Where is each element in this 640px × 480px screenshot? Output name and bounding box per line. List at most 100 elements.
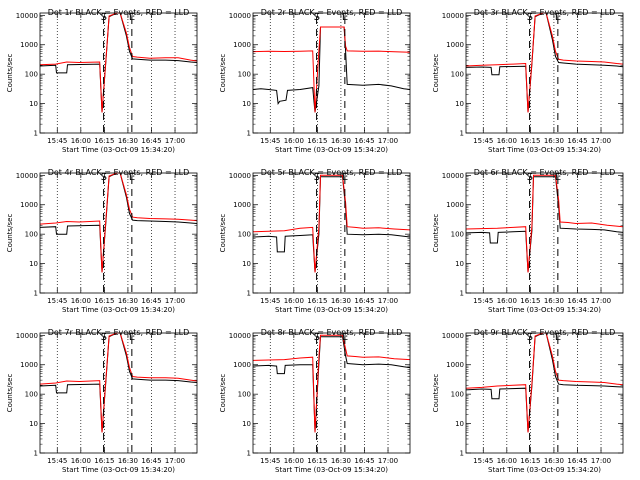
- marker-S-label: S: [101, 172, 107, 183]
- y-tick-label: 10000: [16, 12, 38, 20]
- marker-E-label: E: [342, 172, 348, 183]
- marker-E-label: E: [555, 332, 561, 343]
- y-tick-label: 1: [34, 130, 38, 138]
- y-tick-label: 10: [455, 100, 464, 108]
- y-axis-label: Counts/sec: [432, 374, 440, 413]
- y-tick-label: 10000: [442, 332, 464, 340]
- x-tick-label: 17:00: [378, 137, 398, 145]
- x-tick-label: 15:45: [260, 297, 280, 305]
- y-tick-label: 10: [29, 420, 38, 428]
- panel-det-2: S E 1 10 100 1000 10000 15:45 16:00 16:15 16:30 16:…: [219, 8, 411, 154]
- marker-S-label: S: [527, 12, 533, 23]
- x-tick-label: 16:30: [544, 137, 564, 145]
- panel-title: Det 6r BLACK = Events, RED = LLD: [474, 168, 616, 177]
- marker-E-label: E: [129, 332, 135, 343]
- x-axis-label: Start Time (03-Oct-09 15:34:20): [62, 146, 175, 154]
- events-series-line: [465, 12, 624, 113]
- plot-frame: [252, 172, 411, 294]
- plot-frame: [465, 12, 624, 134]
- lld-series-line: [39, 332, 198, 433]
- y-tick-label: 10: [29, 100, 38, 108]
- y-tick-label: 1: [34, 450, 38, 458]
- marker-E-label: E: [342, 12, 348, 23]
- y-tick-label: 1000: [20, 361, 38, 369]
- lld-series-line: [39, 12, 198, 113]
- y-tick-label: 10: [242, 100, 251, 108]
- x-tick-label: 16:30: [118, 137, 138, 145]
- y-tick-label: 1000: [20, 201, 38, 209]
- x-axis-label: Start Time (03-Oct-09 15:34:20): [275, 146, 388, 154]
- y-tick-label: 10: [455, 420, 464, 428]
- x-tick-label: 15:45: [473, 137, 493, 145]
- y-tick-label: 100: [451, 391, 464, 399]
- events-series-line: [252, 26, 411, 113]
- x-tick-label: 15:45: [47, 457, 67, 465]
- x-tick-label: 16:15: [520, 297, 540, 305]
- x-tick-label: 16:00: [71, 297, 91, 305]
- plot-frame: [39, 172, 198, 294]
- x-axis-label: Start Time (03-Oct-09 15:34:20): [488, 306, 601, 314]
- y-axis-label: Counts/sec: [432, 214, 440, 253]
- y-tick-label: 100: [25, 231, 38, 239]
- y-tick-label: 100: [25, 71, 38, 79]
- panel-det-7: S E 1 10 100 1000 10000 15:45 16:00 16:15 16:30 16:…: [6, 328, 198, 474]
- y-tick-label: 100: [451, 71, 464, 79]
- x-tick-label: 16:15: [520, 137, 540, 145]
- plot-frame: [252, 12, 411, 134]
- x-tick-label: 16:30: [118, 297, 138, 305]
- panel-title: Det 5r BLACK = Events, RED = LLD: [261, 168, 403, 177]
- lld-series-line: [39, 172, 198, 273]
- x-tick-label: 16:15: [307, 137, 327, 145]
- y-tick-label: 1000: [446, 361, 464, 369]
- y-tick-label: 10: [455, 260, 464, 268]
- x-tick-label: 16:30: [544, 457, 564, 465]
- y-tick-label: 1000: [20, 41, 38, 49]
- y-tick-label: 10: [29, 260, 38, 268]
- y-tick-label: 10: [242, 260, 251, 268]
- plot-frame: [39, 12, 198, 134]
- events-series-line: [252, 336, 411, 433]
- y-tick-label: 10000: [229, 12, 251, 20]
- y-tick-label: 100: [238, 231, 251, 239]
- panel-det-9: S E 1 10 100 1000 10000 15:45 16:00 16:15 16:30 16:…: [432, 328, 624, 474]
- x-axis-label: Start Time (03-Oct-09 15:34:20): [488, 466, 601, 474]
- y-axis-label: Counts/sec: [219, 214, 227, 253]
- lld-series-line: [465, 174, 624, 273]
- lld-series-line: [252, 334, 411, 433]
- x-tick-label: 16:00: [497, 137, 517, 145]
- y-tick-label: 1000: [446, 41, 464, 49]
- x-tick-label: 16:45: [354, 137, 374, 145]
- panel-title: Det 3r BLACK = Events, RED = LLD: [474, 8, 616, 17]
- panel-title: Det 9r BLACK = Events, RED = LLD: [474, 328, 616, 337]
- x-tick-label: 15:45: [260, 457, 280, 465]
- x-tick-label: 16:30: [331, 457, 351, 465]
- x-tick-label: 15:45: [47, 297, 67, 305]
- panel-det-5: S E 1 10 100 1000 10000 15:45 16:00 16:15 16:30 16:…: [219, 168, 411, 314]
- y-tick-label: 10: [242, 420, 251, 428]
- y-axis-label: Counts/sec: [432, 54, 440, 93]
- y-tick-label: 10000: [442, 12, 464, 20]
- marker-S-label: S: [101, 332, 107, 343]
- marker-S-label: S: [314, 332, 320, 343]
- y-tick-label: 1000: [233, 361, 251, 369]
- events-series-line: [39, 172, 198, 273]
- y-axis-label: Counts/sec: [6, 54, 14, 93]
- y-tick-label: 10000: [442, 172, 464, 180]
- lld-series-line: [465, 12, 624, 113]
- marker-E-label: E: [129, 12, 135, 23]
- x-tick-label: 16:00: [284, 137, 304, 145]
- events-series-line: [39, 332, 198, 433]
- y-axis-label: Counts/sec: [219, 374, 227, 413]
- y-tick-label: 1: [34, 290, 38, 298]
- x-tick-label: 15:45: [260, 137, 280, 145]
- panel-title: Det 7r BLACK = Events, RED = LLD: [48, 328, 190, 337]
- y-tick-label: 10000: [16, 332, 38, 340]
- y-tick-label: 100: [238, 391, 251, 399]
- panel-det-1: S E 1 10 100 1000 10000 15:45 16:00 16:15 16:30 16:…: [6, 8, 198, 154]
- x-axis-label: Start Time (03-Oct-09 15:34:20): [275, 466, 388, 474]
- y-tick-label: 1: [247, 130, 251, 138]
- y-tick-label: 10000: [229, 332, 251, 340]
- x-tick-label: 16:30: [331, 137, 351, 145]
- panel-det-4: S E 1 10 100 1000 10000 15:45 16:00 16:15 16:30 16:…: [6, 168, 198, 314]
- x-axis-label: Start Time (03-Oct-09 15:34:20): [275, 306, 388, 314]
